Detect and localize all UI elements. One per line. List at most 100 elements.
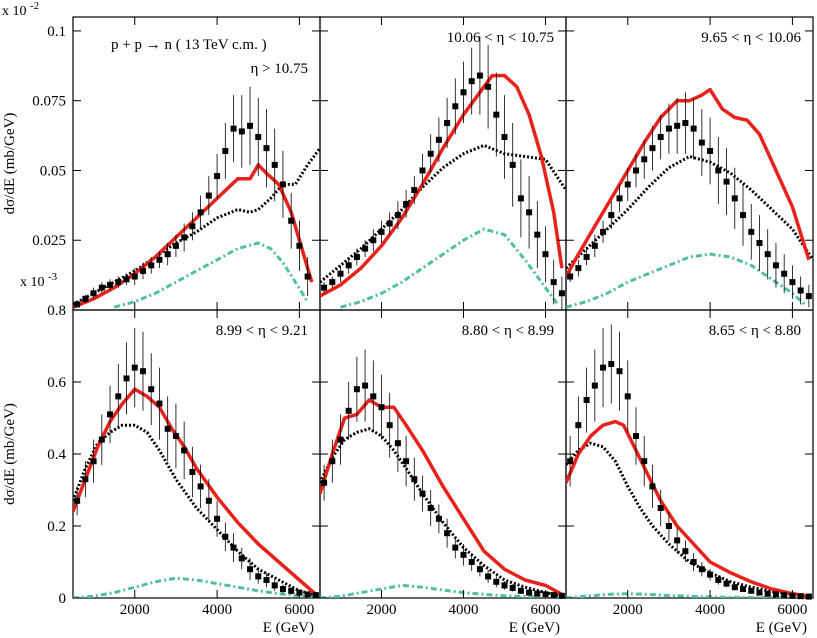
data-point — [707, 571, 714, 578]
data-point — [139, 368, 146, 375]
data-point — [370, 237, 377, 244]
data-point — [197, 483, 204, 490]
data-point — [271, 161, 278, 168]
data-point — [255, 573, 262, 580]
panel-label: 8.99 < η < 9.21 — [216, 323, 308, 339]
data-point — [550, 279, 557, 286]
data-point — [444, 120, 451, 127]
data-point — [764, 251, 771, 258]
data-point — [772, 262, 779, 269]
y-tick-label: 0.05 — [40, 163, 66, 179]
data-point — [674, 122, 681, 129]
data-point — [156, 256, 163, 263]
data-point — [230, 544, 237, 551]
panel-label: 8.80 < η < 8.99 — [462, 323, 554, 339]
data-point — [205, 192, 212, 199]
data-point — [591, 242, 598, 249]
data-point — [181, 447, 188, 454]
data-point — [82, 476, 89, 483]
data-point — [731, 584, 738, 591]
data-point — [591, 382, 598, 389]
data-point — [452, 103, 459, 110]
data-point — [82, 295, 89, 302]
data-point — [452, 544, 459, 551]
y-axis-title: dσ/dE (mb/GeV) — [2, 403, 18, 505]
data-point — [321, 284, 328, 291]
data-point — [107, 411, 114, 418]
data-point — [641, 156, 648, 163]
x-axis-title: E (GeV) — [756, 620, 807, 636]
data-point — [526, 209, 533, 216]
data-point — [378, 404, 385, 411]
data-point — [534, 590, 541, 597]
data-point — [304, 591, 311, 598]
data-point — [616, 195, 623, 202]
data-point — [460, 89, 467, 96]
y-tick-label: 0.075 — [32, 94, 66, 110]
data-point — [362, 382, 369, 389]
y-exponent-superscript: -3 — [48, 271, 58, 283]
data-point — [139, 267, 146, 274]
data-point — [632, 433, 639, 439]
data-point — [181, 234, 188, 241]
data-point — [485, 573, 492, 580]
data-point — [172, 433, 179, 439]
data-point — [797, 593, 804, 600]
red-solid-curve — [320, 398, 563, 596]
data-point — [707, 147, 714, 154]
black-dotted-curve — [73, 423, 317, 597]
data-point — [205, 497, 212, 504]
data-point — [517, 587, 524, 594]
data-point — [90, 458, 97, 465]
data-point — [789, 279, 796, 286]
data-point — [435, 515, 442, 522]
panel-label: 10.06 < η < 10.75 — [447, 30, 554, 46]
data-point — [805, 593, 812, 600]
data-point — [674, 537, 681, 544]
data-point — [632, 167, 639, 174]
data-point — [468, 559, 475, 565]
data-point — [665, 125, 672, 132]
data-point — [90, 290, 97, 297]
data-point — [485, 83, 492, 90]
data-point — [107, 281, 114, 288]
data-point — [296, 242, 303, 249]
data-point — [238, 555, 245, 562]
data-point — [164, 251, 171, 258]
data-point — [624, 393, 631, 400]
data-point — [493, 111, 500, 118]
data-point — [558, 592, 565, 599]
data-point — [558, 290, 565, 297]
data-point — [197, 209, 204, 216]
data-point — [460, 551, 467, 558]
x-tick-label: 2000 — [367, 602, 397, 618]
black-dotted-curve — [566, 155, 813, 270]
data-point — [353, 386, 360, 393]
x-tick-label: 6000 — [531, 602, 561, 618]
data-point — [411, 476, 418, 483]
data-point — [509, 584, 516, 591]
teal-dashdot-curve — [340, 227, 560, 309]
data-point — [756, 240, 763, 247]
data-point — [123, 375, 130, 382]
data-point — [682, 548, 689, 555]
data-point — [419, 490, 426, 497]
data-point — [427, 150, 434, 157]
panel-frame — [319, 309, 567, 599]
panel-label: η > 10.75 — [250, 61, 308, 77]
data-point — [329, 458, 336, 465]
data-point — [156, 400, 163, 407]
data-point — [321, 479, 328, 486]
data-point — [715, 167, 722, 174]
data-point — [222, 147, 229, 154]
data-point — [255, 133, 262, 140]
data-point — [657, 133, 664, 140]
x-tick-label: 2000 — [120, 602, 150, 618]
data-point — [394, 212, 401, 219]
teal-dashdot-curve — [320, 583, 562, 598]
data-point — [238, 128, 245, 135]
data-point — [419, 167, 426, 174]
data-point — [657, 505, 664, 511]
red-solid-curve — [320, 73, 564, 298]
y-tick-label: 0.4 — [47, 447, 66, 463]
